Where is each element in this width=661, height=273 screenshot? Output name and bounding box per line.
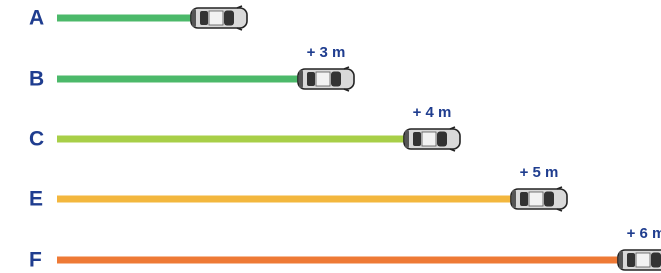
row-letter: A (29, 7, 44, 30)
car-icon (191, 6, 247, 30)
car-icon (511, 187, 567, 211)
distance-note: + 3 m (307, 44, 346, 61)
row-letter: F (29, 249, 42, 272)
distance-note: + 5 m (520, 164, 559, 181)
bar (57, 257, 620, 264)
bar (57, 136, 406, 143)
bar (57, 196, 513, 203)
bar (57, 76, 300, 83)
row-letter: B (29, 68, 44, 91)
distance-note: + 6 m (627, 225, 661, 242)
row-letter: E (29, 188, 43, 211)
row-letter: C (29, 128, 44, 151)
distance-note: + 4 m (413, 104, 452, 121)
car-icon (618, 248, 661, 272)
diagram: A B + 3 m C + 4 m E + 5 m F + 6 m (0, 0, 661, 273)
bar (57, 15, 193, 22)
car-icon (404, 127, 460, 151)
car-icon (298, 67, 354, 91)
